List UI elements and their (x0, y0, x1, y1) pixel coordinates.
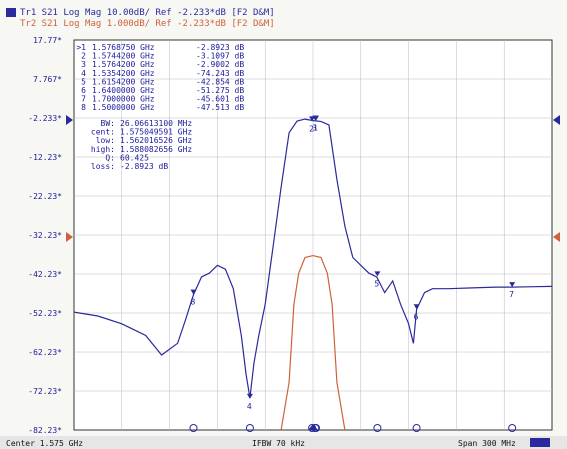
ifbw[interactable]: IFBW 70 kHz (252, 439, 305, 448)
marker-8-label[interactable]: 8 (191, 298, 196, 307)
marker-5-label[interactable]: 5 (374, 279, 379, 288)
marker-6-label[interactable]: 6 (414, 312, 419, 321)
trace-active-icon[interactable] (6, 8, 16, 17)
marker-table-num: 8 (81, 103, 86, 112)
bw-stat-label: loss: (91, 162, 115, 171)
trace2-header[interactable]: Tr2 S21 Log Mag 1.000dB/ Ref -2.233*dB [… (20, 19, 275, 29)
y-tick-label: -12.23* (28, 153, 62, 162)
center-freq[interactable]: Center 1.575 GHz (6, 439, 83, 448)
status-icon[interactable] (530, 438, 550, 447)
marker-table-value: -47.513 dB (196, 103, 244, 112)
span[interactable]: Span 300 MHz (458, 439, 516, 448)
y-tick-label: -62.23* (28, 348, 62, 357)
marker-3-label[interactable]: 3 (312, 124, 317, 133)
bw-stat-value: -2.8923 dB (120, 162, 168, 171)
y-tick-label: 17.77* (33, 36, 62, 45)
marker-4-label[interactable]: 4 (247, 402, 252, 411)
marker-table-freq: 1.5000000 GHz (92, 103, 155, 112)
y-tick-label: -82.23* (28, 426, 62, 435)
y-tick-label: -72.23* (28, 387, 62, 396)
y-tick-label: 7.767* (33, 75, 62, 84)
y-tick-label: -52.23* (28, 309, 62, 318)
trace1-header[interactable]: Tr1 S21 Log Mag 10.00dB/ Ref -2.233*dB [… (20, 8, 275, 18)
y-tick-label: -42.23* (28, 270, 62, 279)
y-tick-label: -2.233* (28, 114, 62, 123)
y-tick-label: -22.23* (28, 192, 62, 201)
marker-7-label[interactable]: 7 (509, 290, 514, 299)
y-tick-label: -32.23* (28, 231, 62, 240)
